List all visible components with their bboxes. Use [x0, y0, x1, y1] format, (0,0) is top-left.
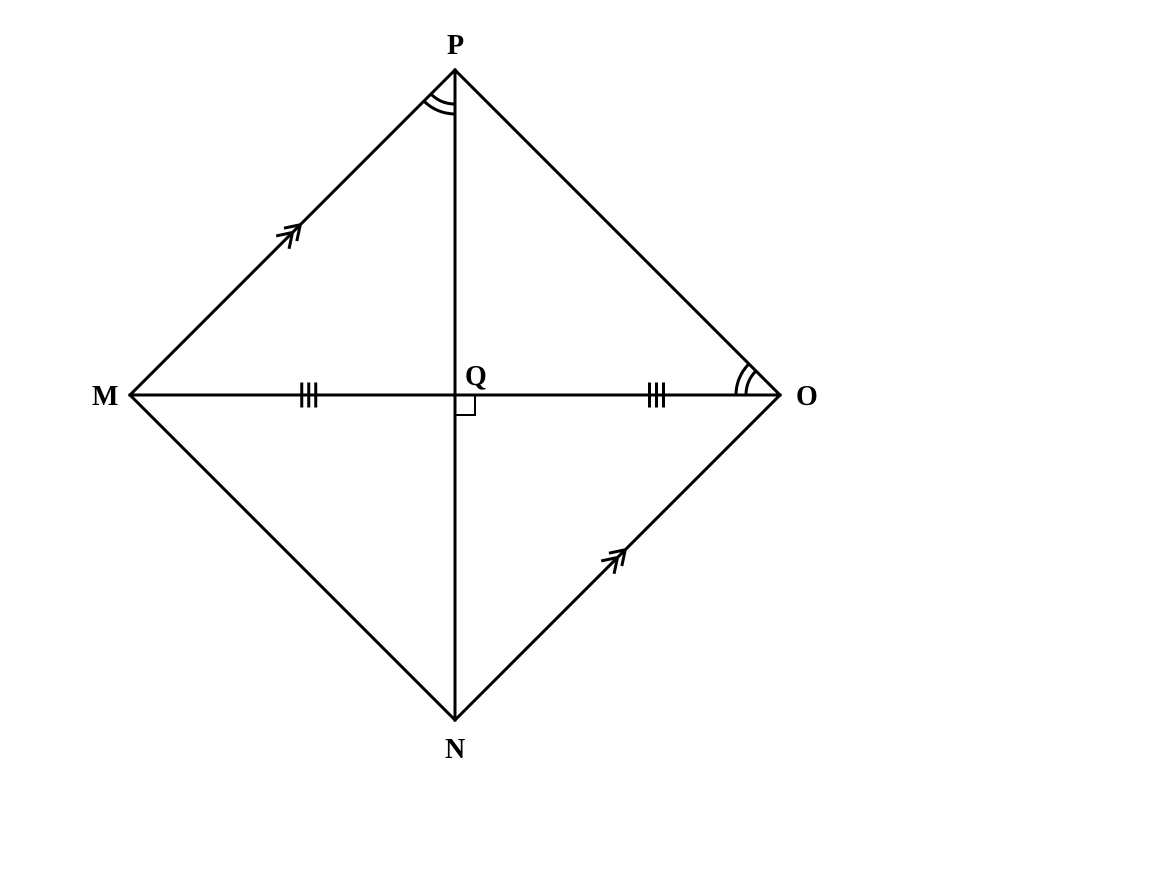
vertex-label-Q: Q — [465, 361, 487, 392]
vertex-label-O: O — [796, 381, 818, 412]
angle-arc — [746, 371, 756, 395]
edge-M-N — [130, 395, 455, 720]
geometry-diagram: P M O N Q — [0, 0, 1168, 878]
vertex-label-P: P — [447, 30, 464, 61]
vertex-label-N: N — [445, 734, 465, 765]
right-angle-mark — [455, 395, 475, 415]
vertex-label-M: M — [92, 381, 118, 412]
edge-P-O — [455, 70, 780, 395]
angle-arc — [431, 94, 455, 104]
